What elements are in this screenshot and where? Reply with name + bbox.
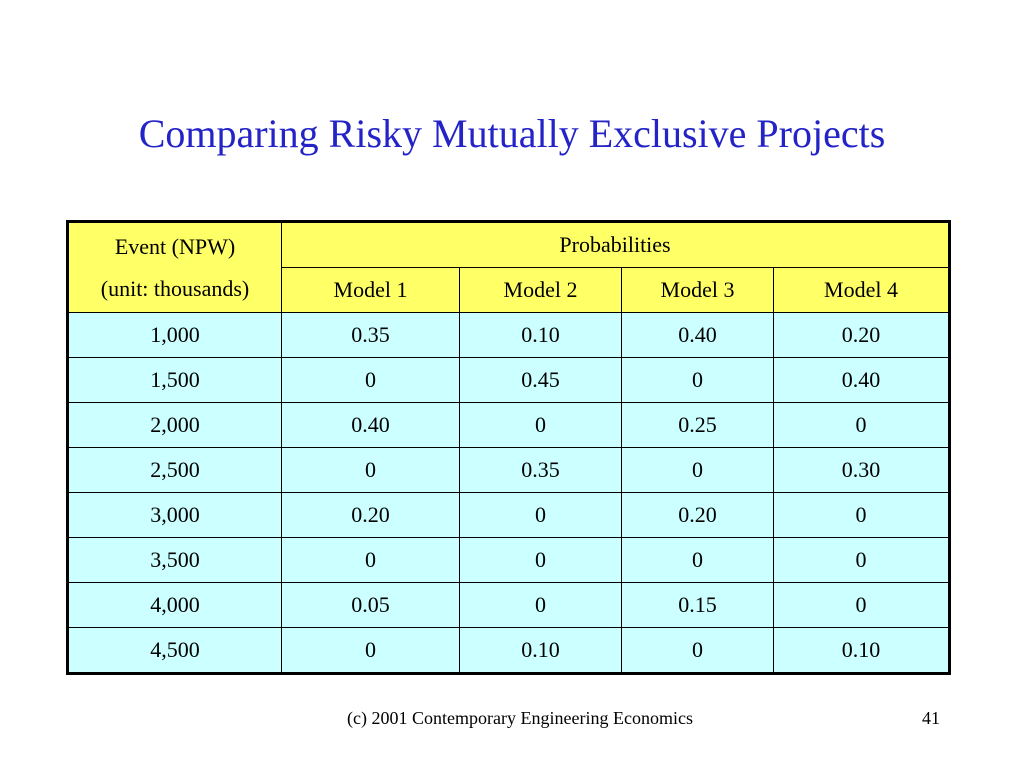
model-2-cell: 0.35 <box>459 447 622 493</box>
model-1-cell: 0 <box>281 537 460 583</box>
footer-source: (c) 2001 Contemporary Engineering Econom… <box>347 708 693 728</box>
model-4-cell: 0 <box>772 537 951 583</box>
model-3-cell: 0.20 <box>621 492 774 538</box>
table-row: 2,500 0 0.35 0 0.30 <box>67 447 951 493</box>
model-4-cell: 0.30 <box>772 447 951 493</box>
model-1-cell: 0 <box>281 447 460 493</box>
model-4-cell: 0.40 <box>772 357 951 403</box>
model-4-cell: 0.10 <box>772 627 951 674</box>
table-body: 1,000 0.35 0.10 0.40 0.20 1,500 0 0.45 0… <box>67 312 951 674</box>
model-4-cell: 0.20 <box>772 312 951 358</box>
model-3-cell: 0.15 <box>621 582 774 628</box>
model-1-cell: 0.20 <box>281 492 460 538</box>
model-1-cell: 0.35 <box>281 312 460 358</box>
page-number: 41 <box>922 708 940 728</box>
model-2-cell: 0.45 <box>459 357 622 403</box>
model-3-header: Model 3 <box>621 267 774 313</box>
probability-table: Event (NPW) (unit: thousands) Probabilit… <box>66 220 952 675</box>
table-row: 1,000 0.35 0.10 0.40 0.20 <box>67 312 951 358</box>
model-3-cell: 0.40 <box>621 312 774 358</box>
model-1-cell: 0 <box>281 627 460 674</box>
event-cell: 1,000 <box>67 312 282 358</box>
table-row: 4,000 0.05 0 0.15 0 <box>67 582 951 628</box>
table-header: Event (NPW) (unit: thousands) Probabilit… <box>67 221 951 313</box>
table-row: 3,500 0 0 0 0 <box>67 537 951 583</box>
model-2-cell: 0.10 <box>459 627 622 674</box>
model-1-cell: 0.40 <box>281 402 460 448</box>
model-2-cell: 0 <box>459 537 622 583</box>
model-2-cell: 0 <box>459 582 622 628</box>
table-row: 2,000 0.40 0 0.25 0 <box>67 402 951 448</box>
model-4-header: Model 4 <box>772 267 951 313</box>
model-3-cell: 0 <box>621 447 774 493</box>
model-2-cell: 0 <box>459 402 622 448</box>
model-1-cell: 0.05 <box>281 582 460 628</box>
event-cell: 4,500 <box>67 627 282 674</box>
model-2-cell: 0 <box>459 492 622 538</box>
model-1-cell: 0 <box>281 357 460 403</box>
model-2-header: Model 2 <box>459 267 622 313</box>
event-cell: 3,000 <box>67 492 282 538</box>
event-header-line1: Event (NPW) <box>114 233 236 259</box>
model-2-cell: 0.10 <box>459 312 622 358</box>
model-1-header: Model 1 <box>281 267 460 313</box>
table-row: 1,500 0 0.45 0 0.40 <box>67 357 951 403</box>
model-3-cell: 0.25 <box>621 402 774 448</box>
model-3-cell: 0 <box>621 537 774 583</box>
event-header-line2: (unit: thousands) <box>100 275 250 301</box>
event-cell: 2,500 <box>67 447 282 493</box>
probabilities-header: Probabilities <box>280 221 951 268</box>
table-row: 4,500 0 0.10 0 0.10 <box>67 627 951 674</box>
model-4-cell: 0 <box>772 492 951 538</box>
slide-title: Comparing Risky Mutually Exclusive Proje… <box>138 111 886 156</box>
model-3-cell: 0 <box>621 357 774 403</box>
model-4-cell: 0 <box>772 582 951 628</box>
model-4-cell: 0 <box>772 402 951 448</box>
header-row-models: Model 1 Model 2 Model 3 Model 4 <box>68 267 951 313</box>
event-cell: 1,500 <box>67 357 282 403</box>
event-cell: 3,500 <box>67 537 282 583</box>
event-npw-header: Event (NPW) (unit: thousands) <box>67 221 282 313</box>
event-cell: 4,000 <box>67 582 282 628</box>
table-row: 3,000 0.20 0 0.20 0 <box>67 492 951 538</box>
event-cell: 2,000 <box>67 402 282 448</box>
header-row-group: Event (NPW) (unit: thousands) Probabilit… <box>67 221 951 313</box>
model-3-cell: 0 <box>621 627 774 674</box>
